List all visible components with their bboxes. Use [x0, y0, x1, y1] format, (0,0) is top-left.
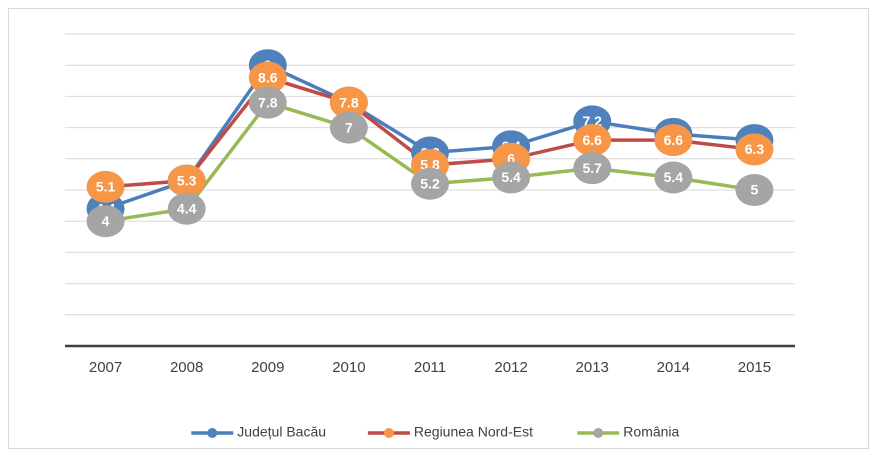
- data-label: 7: [345, 119, 353, 135]
- data-marker: [573, 152, 612, 185]
- data-marker: [167, 192, 206, 225]
- data-label: 5.1: [96, 179, 116, 195]
- legend-label: Regiunea Nord-Est: [414, 424, 533, 440]
- x-tick-label: 2014: [657, 359, 690, 376]
- data-label: 6: [507, 151, 515, 167]
- data-label: 5.2: [420, 175, 440, 191]
- legend-marker: [207, 428, 218, 438]
- data-marker: [329, 111, 368, 144]
- data-label: 5.4: [664, 169, 684, 185]
- data-marker: [248, 86, 287, 119]
- legend-label: Județul Bacău: [237, 424, 326, 440]
- legend-marker: [383, 428, 394, 438]
- data-marker: [411, 167, 449, 200]
- data-label: 6.6: [582, 132, 602, 148]
- data-label: 6.6: [664, 132, 684, 148]
- x-tick-label: 2011: [414, 359, 446, 376]
- legend-item: România: [577, 424, 680, 440]
- x-tick-label: 2013: [576, 359, 609, 376]
- x-tick-label: 2009: [251, 359, 284, 376]
- x-tick-label: 2015: [738, 359, 771, 376]
- data-marker: [654, 161, 693, 194]
- x-tick-label: 2008: [170, 359, 203, 376]
- data-label: 7.8: [339, 94, 359, 110]
- data-marker: [735, 174, 774, 206]
- legend-item: Județul Bacău: [191, 424, 326, 440]
- data-marker: [735, 133, 774, 166]
- data-label: 7.8: [258, 94, 278, 110]
- x-tick-label: 2010: [332, 359, 365, 376]
- legend-marker: [593, 428, 604, 438]
- data-label: 4.4: [177, 200, 197, 216]
- data-marker: [654, 124, 693, 157]
- data-label: 5.4: [501, 169, 521, 185]
- data-marker: [167, 164, 206, 197]
- data-marker: [573, 124, 612, 157]
- chart-frame: [8, 8, 869, 449]
- data-marker: [329, 86, 368, 119]
- data-marker: [86, 205, 125, 238]
- data-label: 6.3: [745, 141, 765, 157]
- data-label: 5.3: [177, 172, 197, 188]
- x-tick-label: 2007: [89, 359, 122, 376]
- data-label: 5.7: [582, 160, 602, 176]
- data-marker: [492, 161, 531, 194]
- data-label: 8.6: [258, 69, 278, 85]
- data-marker: [248, 61, 287, 94]
- legend-label: România: [623, 424, 679, 440]
- x-tick-label: 2012: [494, 359, 527, 376]
- data-label: 4: [102, 213, 110, 229]
- legend-item: Regiunea Nord-Est: [367, 424, 533, 440]
- data-marker: [86, 170, 125, 203]
- data-label: 5: [751, 182, 759, 198]
